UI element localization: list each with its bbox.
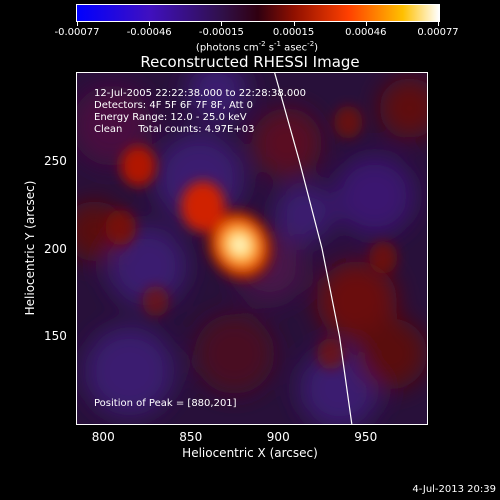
- texture-blob: [379, 78, 427, 139]
- colorbar-tick-label: -0.00015: [198, 27, 244, 38]
- texture-blob: [334, 155, 415, 236]
- colorbar-tick-label: 0.00077: [417, 27, 459, 38]
- source-blob: [368, 240, 398, 274]
- peak-source-blob: [204, 207, 276, 283]
- heatmap-canvas: [77, 73, 427, 424]
- texture-blob: [187, 73, 247, 121]
- colorbar-tick-label: -0.00046: [126, 27, 172, 38]
- colorbar-tick: [221, 22, 223, 26]
- source-blob: [120, 145, 156, 187]
- texture-blob: [252, 108, 322, 179]
- source-blob: [105, 209, 137, 246]
- x-tick-label: 950: [354, 430, 378, 444]
- colorbar-gradient: [77, 5, 439, 21]
- plot-title: Reconstructed RHESSI Image: [140, 53, 360, 71]
- source-blob: [181, 181, 225, 232]
- source-blob: [333, 105, 363, 139]
- y-tick-label: 150: [44, 329, 67, 344]
- x-axis-label: Heliocentric X (arcsec): [182, 446, 318, 460]
- texture-blob: [84, 326, 175, 417]
- colorbar-tick-label: 0.00046: [345, 27, 387, 38]
- x-tick-label: 900: [266, 430, 290, 444]
- info-peak-position: Position of Peak = [880,201]: [94, 398, 237, 409]
- x-tick-label: 850: [179, 430, 203, 444]
- colorbar-tick: [293, 22, 295, 26]
- source-blob: [142, 285, 170, 317]
- source-blob: [317, 338, 345, 370]
- texture-blob: [274, 183, 335, 244]
- y-tick-label: 250: [44, 153, 67, 168]
- info-detectors: Detectors: 4F 5F 6F 7F 8F, Att 0: [94, 100, 254, 111]
- colorbar-tick-label: -0.00077: [54, 27, 100, 38]
- colorbar-tick: [438, 22, 439, 26]
- colorbar-tick: [365, 22, 367, 26]
- texture-blob: [357, 318, 427, 389]
- colorbar: [76, 4, 440, 22]
- y-tick-label: 200: [44, 241, 67, 256]
- x-tick-label: 800: [91, 430, 115, 444]
- info-energy-range: Energy Range: 12.0 - 25.0 keV: [94, 112, 247, 123]
- source-blobs: [105, 105, 398, 370]
- info-time-range: 12-Jul-2005 22:22:38.000 to 22:28:38.000: [94, 88, 306, 99]
- texture-blob: [299, 348, 380, 424]
- info-clean: Clean Total counts: 4.97E+03: [94, 124, 255, 135]
- colorbar-tick-label: 0.00015: [272, 27, 315, 38]
- colorbar-tick: [77, 22, 78, 26]
- texture-blob: [77, 85, 152, 166]
- colorbar-tick: [149, 22, 151, 26]
- heatmap-plot[interactable]: 12-Jul-2005 22:22:38.000 to 22:28:38.000…: [76, 72, 428, 425]
- timestamp: 4-Jul-2013 20:39: [412, 484, 496, 495]
- solar-limb-curve: [274, 73, 353, 424]
- y-axis-label: Heliocentric Y (arcsec): [23, 180, 37, 316]
- texture-blob: [107, 226, 187, 307]
- texture-blob: [194, 313, 275, 394]
- colorbar-units: (photons cm-2 s-1 asec-2): [195, 40, 319, 54]
